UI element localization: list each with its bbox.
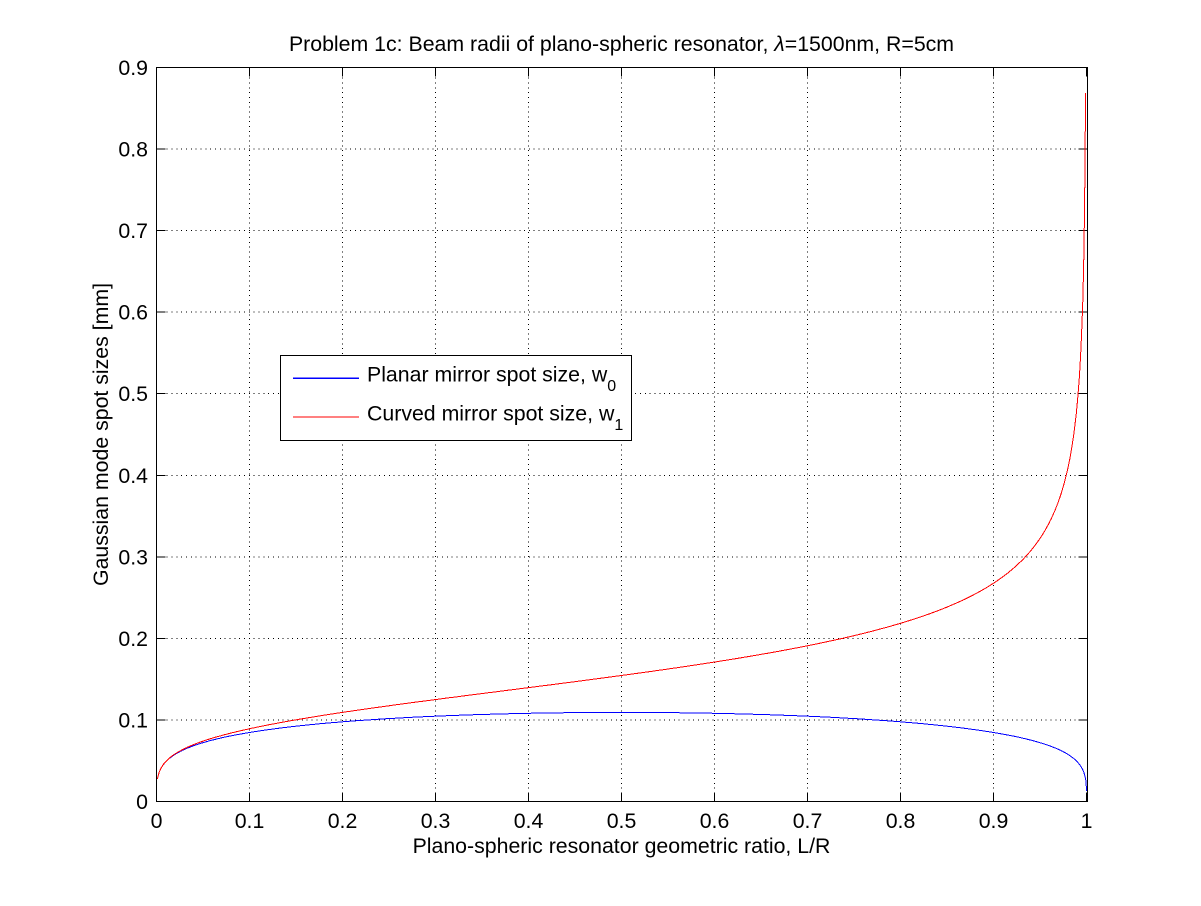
- svg-text:0: 0: [151, 809, 163, 833]
- svg-text:0.2: 0.2: [328, 809, 358, 833]
- svg-text:0.7: 0.7: [118, 219, 148, 243]
- svg-text:1: 1: [1081, 809, 1093, 833]
- svg-text:0.9: 0.9: [979, 809, 1009, 833]
- svg-text:0.6: 0.6: [118, 301, 148, 325]
- svg-text:0.8: 0.8: [118, 138, 148, 162]
- svg-text:0.1: 0.1: [235, 809, 265, 833]
- svg-text:0.6: 0.6: [700, 809, 730, 833]
- svg-text:0: 0: [136, 790, 148, 814]
- svg-text:0.3: 0.3: [118, 545, 148, 569]
- svg-text:0.4: 0.4: [118, 464, 148, 488]
- svg-text:0.4: 0.4: [514, 809, 544, 833]
- svg-text:0.9: 0.9: [118, 56, 148, 80]
- svg-text:Problem 1c: Beam radii of plan: Problem 1c: Beam radii of plano-spheric …: [289, 32, 954, 56]
- svg-text:Gaussian mode spot sizes [mm]: Gaussian mode spot sizes [mm]: [89, 283, 113, 586]
- svg-text:0.5: 0.5: [607, 809, 637, 833]
- svg-text:0.5: 0.5: [118, 382, 148, 406]
- svg-text:0.8: 0.8: [886, 809, 916, 833]
- svg-text:0.1: 0.1: [118, 708, 148, 732]
- svg-text:Plano-spheric resonator geomet: Plano-spheric resonator geometric ratio,…: [413, 834, 831, 858]
- svg-text:0.3: 0.3: [421, 809, 451, 833]
- svg-text:0.2: 0.2: [118, 627, 148, 651]
- svg-text:0.7: 0.7: [793, 809, 823, 833]
